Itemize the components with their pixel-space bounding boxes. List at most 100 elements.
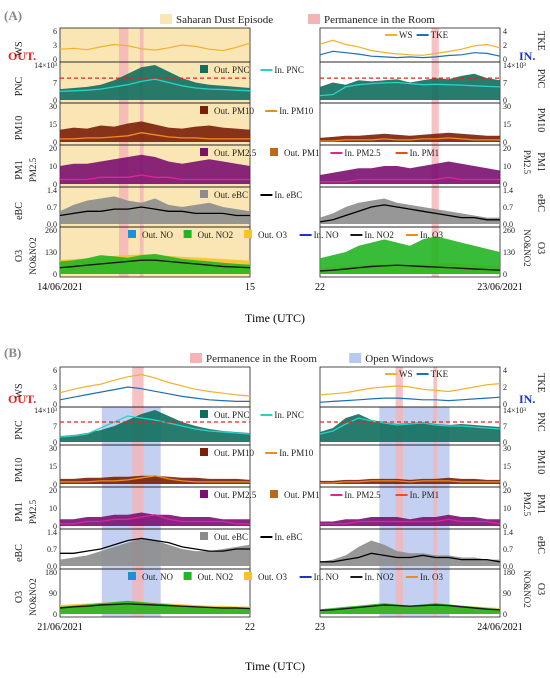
y-tick-label-right: 0	[503, 610, 507, 619]
series-out-area	[320, 414, 500, 442]
y-tick-label-left: 3	[53, 41, 57, 50]
y-tick-label-left: 0	[53, 610, 57, 619]
legend-label: In. PM1	[410, 148, 440, 158]
legend-swatch	[200, 148, 208, 156]
right-axis-label-2: NO&NO2	[522, 229, 532, 267]
ws-line	[319, 39, 501, 56]
y-tick-label-left: 0	[53, 438, 57, 447]
y-tick-label-right: 7	[503, 422, 507, 431]
y-tick-label-right: 180	[503, 568, 515, 577]
legend-label: Out. PM1	[284, 148, 320, 158]
y-tick-label-left: 260	[45, 226, 57, 235]
left-axis-label: WS	[14, 42, 25, 57]
y-tick-label-right: 0	[503, 270, 507, 279]
series-in-line	[60, 132, 250, 140]
series-out-area	[320, 132, 500, 142]
series-out-area	[60, 475, 250, 484]
y-tick-label-right: 0	[503, 438, 507, 447]
x-tick-label: 14/06/2021	[37, 282, 83, 293]
ws-line	[59, 42, 251, 52]
legend-swatch	[200, 106, 208, 114]
ws-line	[319, 383, 501, 396]
shading-legend-swatch	[349, 353, 362, 363]
no2-in-line	[59, 259, 251, 269]
x-tick-label: 24/06/2021	[477, 622, 523, 633]
x-axis-label-b: Time (UTC)	[245, 659, 305, 673]
left-axis-label: PM1	[14, 160, 25, 179]
y-tick-label-left: 30	[49, 102, 57, 111]
y-tick-label-left: 10	[49, 504, 57, 513]
left-axis-label-2: NO&NO2	[28, 578, 38, 616]
ws-line	[59, 373, 251, 397]
row-frame-left	[59, 568, 251, 618]
left-axis-label: eBC	[14, 202, 25, 220]
legend-label: Out. O3	[258, 230, 287, 240]
legend-swatch	[270, 490, 278, 498]
no2-in-line	[319, 264, 501, 272]
legend-swatch	[200, 532, 208, 540]
y-tick-label-left: 0.0	[47, 562, 57, 571]
y-tick-label-left: 0	[53, 270, 57, 279]
shading-legend-label: Permanence in the Room	[206, 353, 317, 365]
legend-label: TKE	[431, 369, 449, 379]
series-in-line	[60, 174, 250, 181]
shading-legend-label: Permanence in the Room	[324, 14, 435, 26]
legend-label: In. PM2.5	[344, 490, 381, 500]
series-in-line	[320, 552, 501, 563]
legend-swatch	[200, 410, 208, 418]
left-axis-label: PNC	[14, 420, 25, 440]
series-in-line	[59, 78, 251, 92]
x-tick-label: 15	[245, 282, 255, 293]
no2-out-area	[320, 236, 500, 274]
right-axis-label: PM1	[535, 494, 546, 513]
left-axis-label: PM1	[14, 502, 25, 521]
legend-label: Out. PM10	[214, 106, 255, 116]
legend-label: Out. PM10	[214, 448, 255, 458]
y-tick-label-left: 0.7	[47, 203, 57, 212]
legend-label: In. eBC	[274, 190, 302, 200]
y-tick-label-left: 1.4	[47, 528, 57, 537]
series-out-area	[320, 73, 500, 100]
room-shading	[118, 28, 129, 277]
y-tick-label-left: 0	[53, 180, 57, 189]
series-out-area	[60, 196, 250, 224]
y-tick-label-right: 0.0	[503, 562, 513, 571]
y-tick-label-left: 0	[53, 480, 57, 489]
x-tick-label: 22	[245, 622, 255, 633]
y-tick-label-left: 10	[49, 162, 57, 171]
legend-label: In. eBC	[274, 532, 302, 542]
legend-label: In. NO2	[364, 572, 394, 582]
room-shading	[139, 28, 144, 277]
series-in-line	[60, 514, 250, 525]
y-tick-label-right: 0	[503, 522, 507, 531]
right-axis-label-2: PM2.5	[522, 150, 532, 175]
legend-label: In. O3	[420, 572, 443, 582]
legend-label: WS	[399, 369, 413, 379]
legend-label: In. NO	[314, 572, 339, 582]
y-tick-label-right: 0.0	[503, 220, 513, 229]
left-axis-label: O3	[14, 591, 25, 603]
right-axis-label: PNC	[535, 69, 546, 89]
panel-label-b: (B)	[4, 345, 21, 360]
room-shading	[433, 367, 437, 617]
series-in-line	[319, 81, 501, 97]
left-axis-label: PM10	[14, 458, 25, 482]
legend-label: In. PM10	[279, 448, 314, 458]
no2-in-line	[319, 604, 501, 612]
legend-label: WS	[399, 30, 413, 40]
y-tick-label-left: 14×10³	[34, 61, 58, 70]
x-tick-label: 23	[315, 622, 325, 633]
left-axis-label: WS	[14, 384, 25, 399]
no2-out-area	[60, 253, 250, 274]
y-tick-label-right: 0.7	[503, 203, 513, 212]
y-tick-label-left: 0.0	[47, 220, 57, 229]
y-tick-label-right: 15	[503, 462, 511, 471]
y-tick-label-left: 6	[53, 366, 57, 375]
svg-text:OUT.: OUT.	[8, 392, 36, 406]
series-in-line	[320, 176, 500, 183]
legend-label: Out. PNC	[214, 65, 250, 75]
tke-line	[319, 50, 501, 59]
y-tick-label-left: 3	[53, 383, 57, 392]
legend-swatch	[183, 572, 192, 580]
